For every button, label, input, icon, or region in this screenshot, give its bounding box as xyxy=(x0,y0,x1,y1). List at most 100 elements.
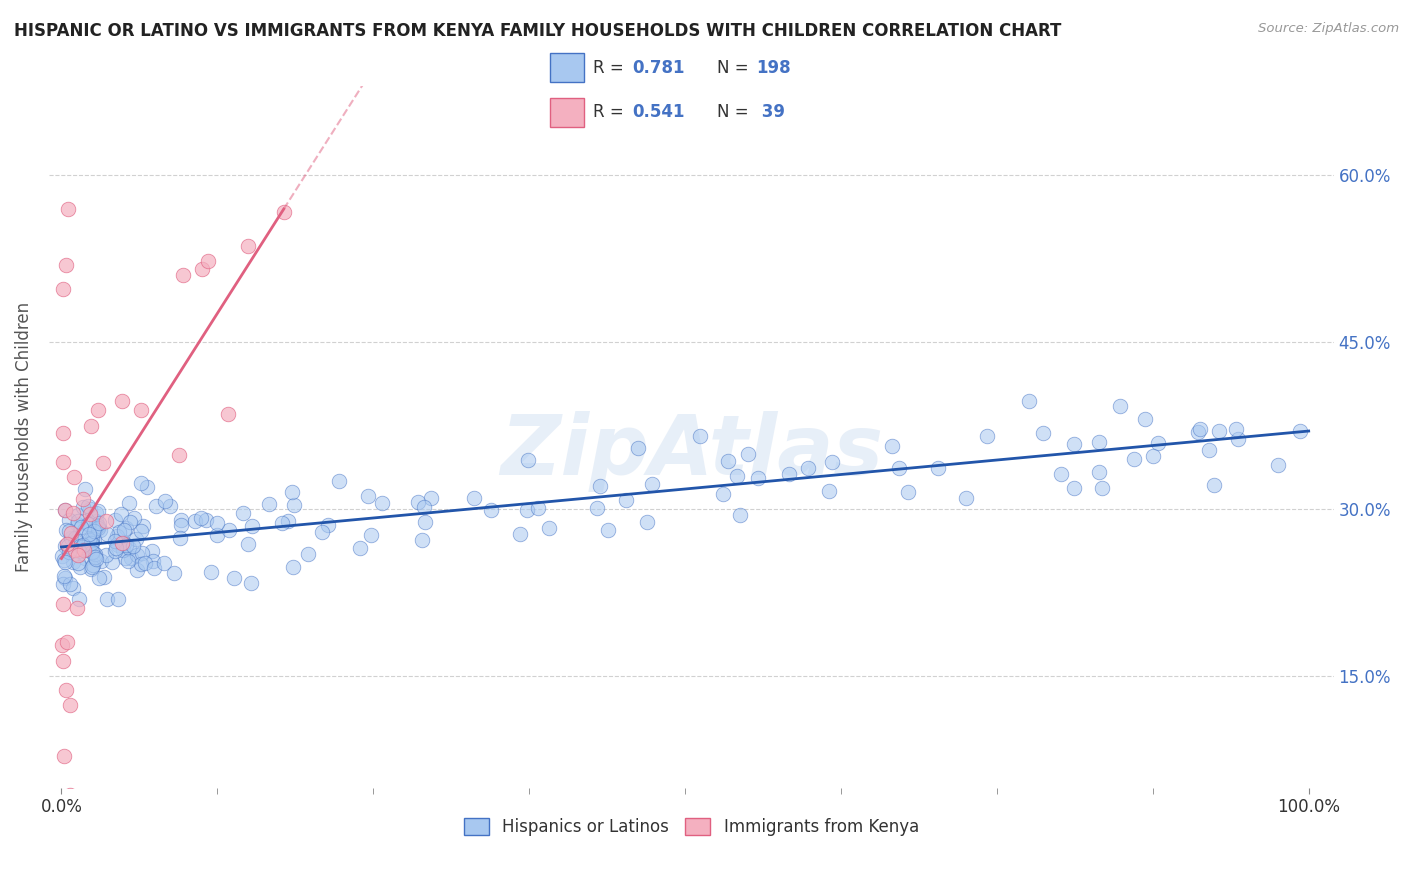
Point xyxy=(1187,425,1209,439)
Point xyxy=(59,577,82,591)
Point xyxy=(104,534,127,549)
Legend: Hispanics or Latinos, Immigrants from Kenya: Hispanics or Latinos, Immigrants from Ke… xyxy=(457,811,925,843)
Point xyxy=(112,523,135,537)
Point xyxy=(1147,436,1170,450)
Point xyxy=(190,511,212,525)
Point xyxy=(820,455,842,469)
Point xyxy=(955,491,977,505)
Point xyxy=(59,788,82,802)
Point xyxy=(96,549,118,563)
Point xyxy=(281,485,304,500)
Point xyxy=(69,560,91,574)
Point xyxy=(77,533,100,548)
Point xyxy=(77,499,100,513)
Point xyxy=(114,536,136,550)
Point xyxy=(72,500,94,514)
Point xyxy=(778,467,800,481)
Point xyxy=(1031,425,1053,440)
Point xyxy=(463,491,485,505)
Point xyxy=(115,538,138,552)
Point xyxy=(51,638,73,652)
Text: N =: N = xyxy=(717,103,754,121)
Text: N =: N = xyxy=(717,59,754,77)
Point xyxy=(80,536,103,550)
Point xyxy=(1226,433,1249,447)
Point xyxy=(52,654,75,668)
Point xyxy=(129,557,152,571)
Point xyxy=(51,549,73,564)
Point xyxy=(517,452,540,467)
Text: R =: R = xyxy=(593,103,628,121)
Point xyxy=(79,502,101,516)
Point xyxy=(1108,399,1130,413)
Point xyxy=(360,528,382,542)
Point xyxy=(87,519,110,533)
Point xyxy=(73,483,96,497)
Point xyxy=(880,439,903,453)
Point xyxy=(56,202,79,216)
Point xyxy=(87,503,110,517)
Point xyxy=(349,541,371,556)
Point xyxy=(66,548,89,562)
Point xyxy=(516,503,538,517)
Point xyxy=(155,494,177,508)
Point xyxy=(73,542,96,557)
Point xyxy=(56,635,79,649)
Point xyxy=(63,532,86,546)
Point xyxy=(118,515,141,529)
Point xyxy=(159,500,181,514)
Point xyxy=(240,518,263,533)
Point xyxy=(1225,422,1247,436)
Point xyxy=(70,520,93,534)
Point xyxy=(413,515,436,529)
Point xyxy=(58,540,80,554)
Point xyxy=(118,541,141,555)
Point xyxy=(94,514,117,528)
Point xyxy=(1063,437,1085,451)
Point xyxy=(62,581,84,595)
Point xyxy=(63,543,86,558)
Point xyxy=(62,555,84,569)
Point xyxy=(239,575,262,590)
Point xyxy=(89,524,111,538)
Point xyxy=(1133,412,1156,426)
Point xyxy=(66,601,89,615)
Point xyxy=(481,503,503,517)
Point xyxy=(72,491,94,506)
Point xyxy=(172,268,194,282)
Point xyxy=(1208,424,1230,438)
Point xyxy=(730,508,752,522)
Point xyxy=(90,554,112,568)
Point xyxy=(77,516,100,531)
Point xyxy=(124,511,146,525)
Point xyxy=(125,532,148,546)
Point xyxy=(162,566,184,581)
Point xyxy=(82,536,104,550)
Point xyxy=(52,577,75,591)
Point xyxy=(509,527,531,541)
Point xyxy=(96,527,118,541)
Point xyxy=(80,532,103,546)
Point xyxy=(129,524,152,538)
Point xyxy=(205,527,228,541)
Point xyxy=(527,500,550,515)
Point xyxy=(59,526,82,541)
Point xyxy=(197,254,219,268)
Point xyxy=(93,456,115,470)
Point xyxy=(83,547,105,561)
Point xyxy=(52,569,75,583)
Point xyxy=(636,516,658,530)
Point xyxy=(143,561,166,575)
Point xyxy=(79,507,101,521)
Point xyxy=(69,539,91,553)
Point xyxy=(55,258,77,272)
Point xyxy=(236,239,259,253)
Point xyxy=(167,448,190,462)
Point xyxy=(56,537,79,551)
Point xyxy=(419,491,441,506)
Point xyxy=(84,514,107,528)
Point xyxy=(63,533,86,547)
Point xyxy=(1204,478,1226,492)
Point xyxy=(112,543,135,558)
Point xyxy=(142,554,165,568)
